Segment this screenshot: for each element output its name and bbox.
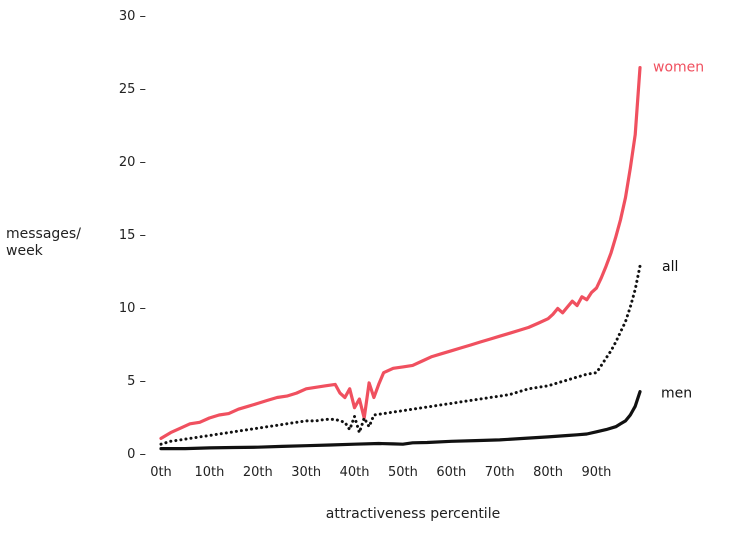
series-label-men: men — [661, 386, 692, 402]
series-label-all: all — [662, 259, 678, 275]
y-tick-label: 0 – — [127, 447, 146, 462]
x-tick-label: 30th — [291, 465, 321, 480]
series-layer — [159, 65, 642, 451]
series-line-men — [159, 390, 642, 451]
y-axis-title: messages/ week — [6, 226, 85, 259]
x-tick-label: 20th — [243, 465, 273, 480]
y-tick-label: 30 – — [119, 9, 146, 24]
x-axis: 0th 10th 20th 30th 40th 50th 60th 70th 80th 90th — [150, 465, 611, 480]
y-axis-title-line-2: week — [6, 243, 44, 259]
series-line-women — [159, 65, 642, 440]
series-line-all — [159, 264, 642, 446]
x-tick-label: 70th — [485, 465, 515, 480]
y-tick-label: 10 – — [119, 301, 146, 316]
y-tick-label: 20 – — [119, 155, 146, 170]
x-tick-label: 90th — [582, 465, 612, 480]
x-tick-label: 50th — [388, 465, 418, 480]
y-tick-label: 15 – — [119, 228, 146, 243]
series-labels: women all men — [653, 60, 704, 402]
x-tick-label: 80th — [533, 465, 563, 480]
x-tick-label: 10th — [194, 465, 224, 480]
y-axis-title-line-1: messages/ — [6, 226, 81, 242]
y-tick-label: 5 – — [127, 374, 146, 389]
series-label-women: women — [653, 60, 704, 76]
x-tick-label: 0th — [150, 465, 172, 480]
y-axis: 0 – 5 – 10 – 15 – 20 – 25 – 30 – — [119, 9, 146, 462]
x-tick-label: 40th — [340, 465, 370, 480]
x-axis-title: attractiveness percentile — [326, 506, 500, 522]
y-tick-label: 25 – — [119, 82, 146, 97]
x-tick-label: 60th — [436, 465, 466, 480]
